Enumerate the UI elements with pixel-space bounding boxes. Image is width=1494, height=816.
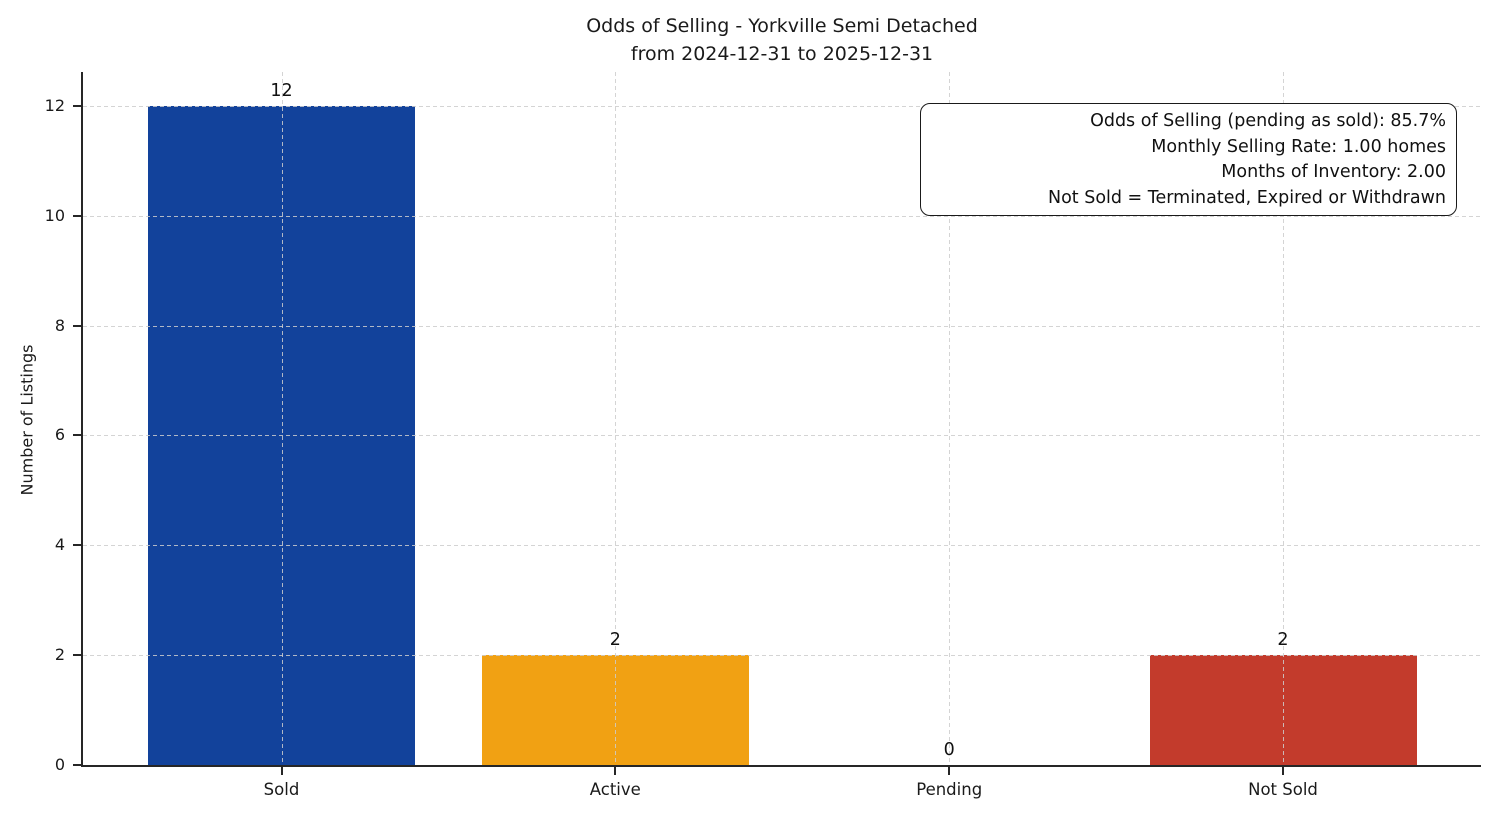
annotation-line-inventory: Months of Inventory: 2.00 (1221, 162, 1446, 182)
y-tick-mark (73, 434, 81, 437)
y-gridline (83, 435, 1481, 437)
bar-value-label: 12 (270, 80, 293, 101)
y-gridline (83, 105, 1481, 107)
plot-area: 0 2 4 6 8 10 12 12 Sold 2 Active 0 Pending 2 Not Sold (45, 72, 1481, 799)
y-tick-mark (73, 764, 81, 766)
stats-annotation-box: Odds of Selling (pending as sold): 85.7%… (920, 103, 1457, 216)
y-tick-label: 12 (44, 95, 65, 115)
y-tick-label: 10 (44, 205, 65, 225)
y-tick-mark (73, 104, 81, 107)
x-tick-mark (280, 767, 283, 775)
x-tick-label: Not Sold (1248, 780, 1318, 799)
annotation-line-odds: Odds of Selling (pending as sold): 85.7% (1090, 111, 1446, 131)
x-gridline (281, 72, 283, 765)
y-tick-label: 0 (54, 755, 65, 774)
bar-value-label: 2 (609, 630, 621, 651)
y-axis-spine (81, 72, 83, 767)
x-tick-mark (948, 767, 951, 775)
annotation-line-notsold-def: Not Sold = Terminated, Expired or Withdr… (1047, 187, 1446, 208)
x-tick-label: Pending (916, 780, 983, 799)
x-tick-label: Active (589, 780, 641, 799)
y-tick-label: 8 (54, 315, 65, 335)
y-tick-mark (73, 214, 81, 217)
y-tick-label: 4 (54, 535, 65, 555)
y-tick-label: 6 (54, 425, 65, 445)
x-axis-spine (81, 765, 1481, 768)
y-gridline (83, 545, 1481, 547)
annotation-line-rate: Monthly Selling Rate: 1.00 homes (1151, 136, 1446, 157)
y-gridline (83, 215, 1481, 217)
y-tick-label: 2 (54, 645, 65, 665)
x-gridline (615, 72, 617, 765)
y-tick-mark (73, 654, 81, 657)
x-gridline (1283, 72, 1284, 765)
chart-title: Odds of Selling - Yorkville Semi Detache… (586, 15, 978, 37)
x-tick-label: Sold (263, 780, 300, 799)
y-axis-label: Number of Listings (17, 344, 37, 496)
bar-value-label: 2 (1277, 630, 1289, 651)
y-gridline (83, 655, 1481, 657)
x-tick-mark (614, 767, 617, 775)
chart-subtitle: from 2024-12-31 to 2025-12-31 (630, 43, 934, 65)
y-gridline (83, 325, 1481, 327)
y-tick-mark (73, 324, 81, 327)
x-tick-mark (1282, 767, 1284, 775)
bar-value-label: 0 (943, 740, 955, 760)
x-gridline (949, 72, 951, 765)
y-tick-mark (73, 544, 81, 547)
